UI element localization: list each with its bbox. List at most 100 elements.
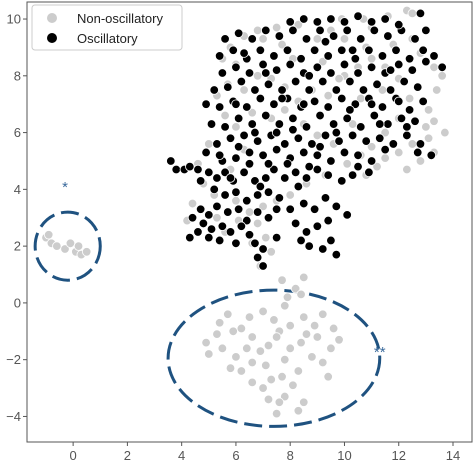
legend-label-oscillatory: Oscillatory bbox=[77, 31, 138, 46]
data-point-non-oscillatory bbox=[318, 309, 328, 319]
data-point-oscillatory bbox=[356, 34, 366, 44]
data-point-non-oscillatory bbox=[277, 372, 287, 382]
data-point-non-oscillatory bbox=[247, 357, 257, 368]
data-point-non-oscillatory bbox=[266, 374, 276, 385]
data-point-non-oscillatory bbox=[280, 301, 290, 311]
data-point-oscillatory bbox=[201, 99, 211, 109]
data-point-oscillatory bbox=[233, 28, 244, 38]
data-point-oscillatory bbox=[339, 147, 350, 158]
data-point-oscillatory bbox=[353, 150, 363, 160]
x-tick-label: 14 bbox=[446, 448, 460, 463]
data-point-non-oscillatory bbox=[212, 213, 222, 223]
data-point-oscillatory bbox=[366, 62, 377, 72]
data-point-non-oscillatory bbox=[296, 337, 306, 348]
data-point-oscillatory bbox=[394, 96, 404, 107]
data-point-oscillatory bbox=[299, 14, 309, 24]
data-point-non-oscillatory bbox=[415, 156, 426, 166]
data-point-oscillatory bbox=[353, 161, 363, 172]
legend-marker-oscillatory bbox=[47, 33, 57, 43]
data-point-non-oscillatory bbox=[334, 73, 344, 84]
data-point-oscillatory bbox=[342, 25, 352, 36]
data-point-oscillatory bbox=[282, 159, 293, 169]
data-point-oscillatory bbox=[261, 173, 271, 183]
data-point-oscillatory bbox=[263, 79, 274, 90]
data-point-oscillatory bbox=[220, 34, 230, 44]
data-point-oscillatory bbox=[228, 45, 238, 55]
data-point-oscillatory bbox=[301, 122, 312, 132]
data-point-oscillatory bbox=[364, 45, 374, 55]
data-point-oscillatory bbox=[244, 147, 255, 158]
data-point-non-oscillatory bbox=[228, 326, 238, 336]
data-point-non-oscillatory bbox=[236, 323, 247, 334]
data-point-oscillatory bbox=[252, 190, 263, 200]
data-point-non-oscillatory bbox=[212, 329, 222, 339]
data-point-non-oscillatory bbox=[247, 377, 257, 388]
data-point-non-oscillatory bbox=[293, 406, 304, 416]
data-point-non-oscillatory bbox=[293, 20, 304, 30]
data-point-oscillatory bbox=[261, 68, 271, 78]
data-point-oscillatory bbox=[318, 76, 328, 87]
data-point-oscillatory bbox=[242, 102, 252, 112]
data-point-non-oscillatory bbox=[347, 119, 358, 129]
data-point-non-oscillatory bbox=[271, 332, 282, 342]
data-point-non-oscillatory bbox=[231, 352, 241, 362]
data-point-non-oscillatory bbox=[220, 110, 230, 121]
data-point-oscillatory bbox=[358, 85, 369, 95]
data-point-oscillatory bbox=[263, 213, 274, 223]
data-point-oscillatory bbox=[214, 150, 225, 160]
data-point-non-oscillatory bbox=[277, 275, 287, 285]
data-point-oscillatory bbox=[326, 68, 336, 78]
data-point-non-oscillatory bbox=[299, 312, 309, 322]
data-point-oscillatory bbox=[331, 201, 342, 212]
data-point-oscillatory bbox=[328, 31, 339, 41]
data-point-non-oscillatory bbox=[280, 105, 290, 115]
data-point-non-oscillatory bbox=[217, 343, 228, 354]
data-point-oscillatory bbox=[320, 193, 331, 203]
data-point-non-oscillatory bbox=[290, 284, 301, 294]
data-point-oscillatory bbox=[206, 224, 217, 234]
data-point-oscillatory bbox=[244, 159, 255, 169]
data-point-non-oscillatory bbox=[187, 198, 198, 209]
data-point-oscillatory bbox=[274, 119, 285, 129]
data-point-non-oscillatory bbox=[380, 127, 390, 138]
data-point-non-oscillatory bbox=[258, 306, 268, 317]
data-point-non-oscillatory bbox=[312, 332, 323, 342]
data-point-non-oscillatory bbox=[263, 340, 274, 351]
data-point-non-oscillatory bbox=[277, 39, 287, 50]
data-point-non-oscillatory bbox=[244, 312, 255, 322]
data-point-oscillatory bbox=[285, 204, 295, 214]
data-point-oscillatory bbox=[233, 204, 244, 214]
data-point-oscillatory bbox=[323, 170, 333, 180]
data-point-oscillatory bbox=[255, 181, 266, 192]
data-point-oscillatory bbox=[299, 147, 309, 158]
data-point-oscillatory bbox=[290, 218, 301, 229]
data-point-non-oscillatory bbox=[323, 90, 333, 101]
data-point-non-oscillatory bbox=[252, 218, 263, 229]
data-point-non-oscillatory bbox=[407, 8, 418, 19]
data-point-oscillatory bbox=[337, 93, 347, 104]
data-point-oscillatory bbox=[315, 25, 325, 36]
data-point-oscillatory bbox=[402, 130, 412, 141]
legend-marker-non-oscillatory bbox=[47, 13, 57, 23]
data-point-non-oscillatory bbox=[372, 161, 382, 172]
data-point-oscillatory bbox=[296, 235, 306, 246]
data-point-non-oscillatory bbox=[204, 139, 214, 149]
data-point-non-oscillatory bbox=[342, 159, 352, 169]
data-point-oscillatory bbox=[331, 127, 342, 138]
data-point-oscillatory bbox=[261, 25, 271, 36]
x-tick-label: 0 bbox=[70, 448, 77, 463]
data-point-non-oscillatory bbox=[404, 93, 415, 104]
cluster-ellipse-1 bbox=[33, 210, 102, 282]
data-point-oscillatory bbox=[277, 85, 287, 95]
data-point-oscillatory bbox=[290, 167, 301, 178]
data-point-oscillatory bbox=[231, 238, 241, 248]
data-point-non-oscillatory bbox=[312, 130, 323, 141]
data-point-oscillatory bbox=[290, 76, 301, 87]
data-point-non-oscillatory bbox=[81, 247, 92, 257]
data-point-oscillatory bbox=[293, 133, 304, 143]
points-layer bbox=[41, 5, 450, 419]
data-point-oscillatory bbox=[315, 110, 325, 121]
data-point-oscillatory bbox=[212, 201, 222, 212]
data-point-non-oscillatory bbox=[429, 62, 439, 72]
